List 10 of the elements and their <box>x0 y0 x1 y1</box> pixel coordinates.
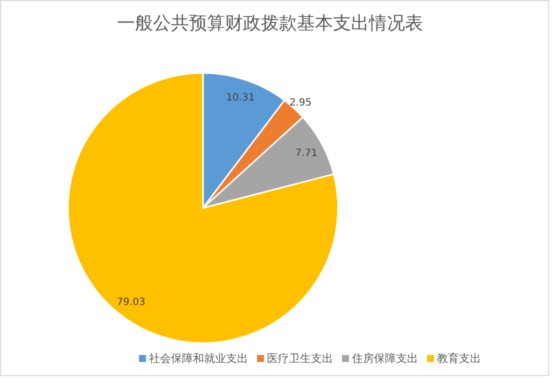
data-label: 7.71 <box>295 148 318 160</box>
data-label: 10.31 <box>226 92 255 104</box>
data-label: 79.03 <box>116 296 146 308</box>
legend-label: 住房保障支出 <box>352 352 418 365</box>
legend-label: 医疗卫生支出 <box>267 352 333 365</box>
data-label: 2.95 <box>289 97 312 108</box>
chart-title: 一般公共预算财政拨款基本支出情况表 <box>117 13 423 34</box>
pie-slice <box>67 72 339 344</box>
legend-label: 社会保障和就业支出 <box>149 352 248 365</box>
legend-label: 教育支出 <box>437 352 481 365</box>
